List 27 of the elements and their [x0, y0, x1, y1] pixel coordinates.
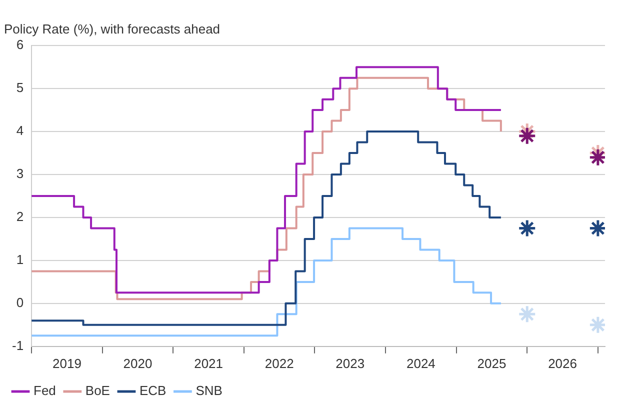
y-tick-label: 6 [16, 37, 24, 52]
point [518, 304, 536, 324]
x-tick-label: 2025 [477, 356, 506, 371]
point [518, 218, 536, 238]
x-tick-label: 2024 [406, 356, 436, 371]
y-tick-label: 3 [16, 166, 24, 182]
y-tick-label: 2 [16, 209, 24, 224]
x-tick-label: 2026 [548, 356, 577, 371]
point [588, 148, 605, 167]
legend-label: BoE [85, 383, 110, 398]
x-tick-label: 2023 [336, 356, 365, 371]
chart-title: Policy Rate (%), with forecasts ahead [4, 21, 220, 36]
point [518, 126, 536, 146]
legend-label: ECB [139, 383, 166, 398]
point [588, 316, 605, 334]
x-tick-label: 2020 [123, 356, 152, 371]
legend-label: Fed [34, 383, 56, 398]
x-tick-label: 2019 [52, 356, 82, 371]
y-tick-label: 0 [16, 295, 24, 310]
x-tick-label: 2022 [264, 356, 294, 371]
y-tick-label: 1 [16, 252, 24, 268]
y-tick-label: 4 [16, 123, 24, 138]
point [588, 218, 605, 238]
x-tick-label: 2021 [194, 356, 224, 371]
legend-label: SNB [196, 383, 222, 398]
y-tick-label: -1 [12, 338, 24, 353]
y-tick-label: 5 [16, 80, 24, 96]
